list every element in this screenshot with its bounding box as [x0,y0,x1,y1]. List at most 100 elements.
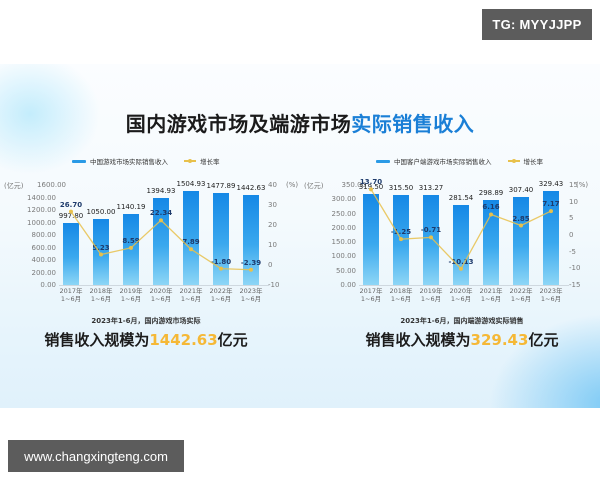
y-tick: 150.00 [331,238,357,247]
legend-label: 中国客户端游戏市场实际销售收入 [394,158,492,166]
x-tick-year: 2020年 [449,287,473,295]
y-tick: 400.00 [31,256,57,264]
page-title: 国内游戏市场及端游市场实际销售收入 [0,108,600,137]
x-tick-label: 2020年 1~6月 [145,287,177,303]
bar [213,192,229,285]
y-tick-right: -10 [268,281,280,289]
y-tick: 200.00 [331,223,357,232]
y-tick: 300.00 [331,195,357,204]
x-tick-year: 2017年 [359,287,383,295]
summary-unit: 亿元 [217,331,248,349]
legend-label: 中国游戏市场实际销售收入 [90,158,168,166]
growth-rate-point [429,235,433,240]
y-tick-right: 30 [268,201,277,209]
y-tick-right: -15 [569,281,581,289]
y-tick-right: 20 [268,221,277,229]
growth-rate-line [69,209,253,272]
y-tick: 50.00 [335,266,356,275]
chart-legend: 中国游戏市场实际销售收入 增长率 [72,156,230,166]
summary-headline: 销售收入规模为1442.63亿元 [0,329,296,350]
y-tick-right: -5 [569,247,576,256]
y-tick-right: 10 [569,197,578,206]
growth-rate-point [519,223,523,228]
rate-value-label: 13.70 [359,178,383,187]
summary-number: 329.43 [470,331,529,349]
growth-rate-point [219,266,223,271]
x-tick-period: 1~6月 [360,295,382,303]
x-tick-year: 2018年 [389,287,413,295]
rate-value-label: -0.71 [420,226,442,235]
bar [363,193,379,285]
y-tick-right: 40 [268,181,277,189]
chart-legend: 中国客户端游戏市场实际销售收入 增长率 [376,156,553,166]
rate-value-label: -1.25 [390,228,412,237]
summary-client: 2023年1-6月，国内端游游戏实际销售 销售收入规模为329.43亿元 [312,316,600,350]
rate-value-label: 2.85 [512,214,530,223]
growth-rate-point [489,212,493,217]
growth-rate-point [549,209,553,214]
x-tick-period: 1~6月 [60,295,82,303]
x-tick-period: 1~6月 [480,295,502,303]
x-tick-period: 1~6月 [180,295,202,303]
x-tick-period: 1~6月 [510,295,532,303]
y-axis-unit: (亿元) [4,182,24,190]
bar-value-label: 1394.93 [146,186,176,195]
x-tick-label: 2023年 1~6月 [535,287,567,303]
rate-value-label: 8.59 [122,236,140,245]
bar [93,219,109,285]
x-tick-year: 2017年 [59,287,83,295]
y-tick-right: 5 [569,214,574,223]
x-tick-year: 2023年 [239,287,263,295]
y-tick: 1400.00 [27,193,56,202]
y-tick: 1000.00 [27,218,56,227]
x-tick-year: 2018年 [89,287,113,295]
x-tick-label: 2018年 1~6月 [85,287,117,303]
x-tick-label: 2019年 1~6月 [115,287,147,303]
summary-headline: 销售收入规模为329.43亿元 [312,329,600,350]
y-tick: 200.00 [31,268,57,277]
line-swatch-icon [507,158,520,163]
bar [543,190,559,285]
y-tick: 250.00 [331,209,357,218]
bar [243,194,259,285]
growth-rate-point [189,247,193,252]
y-tick: 0.00 [340,281,356,289]
y-tick-right: 0 [268,261,273,269]
rate-value-label: 7.17 [542,200,560,209]
bar [63,222,79,285]
y-tick: 0.00 [40,281,56,289]
x-tick-period: 1~6月 [390,295,412,303]
growth-rate-point [159,218,163,223]
y-axis-right-unit: (%) [576,181,589,189]
bar-value-label: 1050.00 [86,208,116,217]
bar-value-label: 1504.93 [176,179,206,188]
bar-value-label: 1140.19 [116,202,146,211]
line-swatch-icon [184,158,196,163]
legend-item-line: 增长率 [507,156,543,166]
x-tick-period: 1~6月 [210,295,232,303]
x-tick-period: 1~6月 [540,295,562,303]
x-tick-year: 2019年 [419,287,443,295]
bar-value-label: 315.50 [388,183,414,192]
x-tick-label: 2022年 1~6月 [505,287,537,303]
x-tick-label: 2020年 1~6月 [445,287,477,303]
bar-swatch-icon [376,159,390,163]
x-tick-year: 2020年 [149,287,173,295]
x-tick-label: 2017年 1~6月 [55,287,87,303]
x-tick-year: 2022年 [509,287,533,295]
rate-value-label: -2.39 [240,258,262,267]
x-tick-period: 1~6月 [90,295,112,303]
bar [183,190,199,285]
y-tick: 600.00 [31,243,57,252]
x-tick-label: 2018年 1~6月 [385,287,417,303]
growth-rate-line [369,187,553,271]
rate-value-label: -10.13 [448,257,474,266]
legend-item-line: 增长率 [184,156,220,166]
legend-item-bar: 中国客户端游戏市场实际销售收入 [376,156,492,166]
y-tick: 1200.00 [27,206,56,214]
growth-rate-point [129,245,133,250]
y-tick-right: 15 [569,181,578,189]
rate-value-label: 22.34 [149,209,173,218]
growth-rate-point [99,252,103,257]
summary-domestic: 2023年1-6月，国内游戏市场实际 销售收入规模为1442.63亿元 [0,316,296,350]
